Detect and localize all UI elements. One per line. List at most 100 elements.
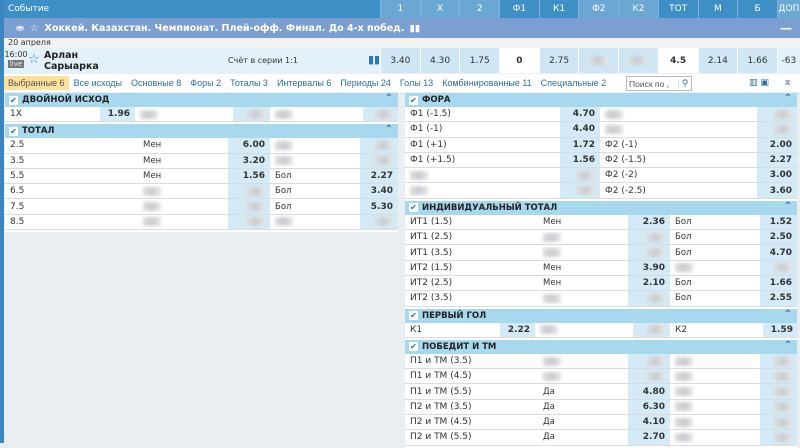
section-header[interactable]: ✔ ПОБЕДИТ И ТМ ⌃ bbox=[405, 339, 797, 354]
odd-button[interactable]: 1.56 bbox=[228, 168, 270, 184]
odd-button[interactable]: 2.27 bbox=[757, 152, 797, 168]
blurred-cell[interactable] bbox=[628, 291, 670, 306]
odd-button[interactable]: 1.75 bbox=[459, 48, 500, 73]
favorite-star-icon[interactable]: ☆ bbox=[29, 22, 39, 34]
odd-button[interactable]: 6.30 bbox=[628, 399, 670, 415]
odd-button[interactable]: 1.56 bbox=[560, 152, 600, 168]
chevron-up-icon[interactable]: ⌃ bbox=[783, 308, 792, 320]
blurred-cell[interactable] bbox=[628, 353, 670, 369]
layout-toggle-icons[interactable]: ▥ ▣ bbox=[749, 78, 769, 88]
blurred-cell[interactable] bbox=[228, 184, 270, 199]
odd-button[interactable]: 3.60 bbox=[757, 183, 797, 198]
tab-6[interactable]: Периоды 24 bbox=[340, 78, 391, 88]
blurred-cell[interactable] bbox=[233, 107, 270, 122]
blurred-cell[interactable] bbox=[560, 183, 600, 198]
tab-9[interactable]: Специальные 2 bbox=[540, 78, 607, 88]
chevron-up-icon[interactable]: ⌃ bbox=[384, 93, 393, 104]
tab-8[interactable]: Комбинированные 11 bbox=[442, 78, 532, 88]
blurred-cell[interactable] bbox=[760, 369, 797, 384]
blurred-cell[interactable] bbox=[628, 369, 670, 384]
odd-button[interactable]: 2.55 bbox=[760, 291, 797, 306]
search-box[interactable]: Поиск по , ⚲ bbox=[626, 76, 692, 91]
odd-button[interactable]: 4.80 bbox=[628, 384, 670, 399]
blurred-cell[interactable] bbox=[633, 322, 670, 337]
blurred-cell[interactable] bbox=[760, 415, 797, 430]
section-header[interactable]: ✔ ИНДИВИДУАЛЬНЫЙ ТОТАЛ ⌃ bbox=[405, 200, 797, 215]
odd-button[interactable]: 3.90 bbox=[628, 260, 670, 275]
chevron-up-icon[interactable]: ⌃ bbox=[783, 93, 792, 104]
blurred-cell[interactable] bbox=[628, 230, 670, 245]
checkbox-icon[interactable]: ✔ bbox=[9, 95, 18, 105]
odd-button[interactable]: 1.59 bbox=[763, 322, 798, 337]
odd-button[interactable]: 4.40 bbox=[560, 122, 600, 137]
odd-button[interactable]: 2.75 bbox=[538, 48, 579, 73]
odd-button[interactable]: 2.14 bbox=[697, 48, 738, 73]
odd-button[interactable]: 3.20 bbox=[228, 153, 270, 168]
blurred-odd[interactable] bbox=[618, 48, 658, 73]
odd-button[interactable]: 5.30 bbox=[360, 199, 398, 214]
blurred-cell[interactable] bbox=[760, 430, 797, 445]
blurred-cell[interactable] bbox=[363, 107, 398, 122]
search-input[interactable]: Поиск по , bbox=[629, 78, 669, 89]
collapse-all-icon[interactable]: ⌅ bbox=[783, 75, 793, 88]
blurred-cell[interactable] bbox=[360, 138, 398, 153]
odd-button[interactable]: 4.30 bbox=[419, 48, 460, 73]
odd-button[interactable]: 2.50 bbox=[760, 230, 797, 245]
stats-icon[interactable]: ▮▮ bbox=[368, 53, 381, 66]
odd-button[interactable]: 4.70 bbox=[560, 107, 600, 122]
odd-button[interactable]: -63 bbox=[776, 48, 800, 73]
chevron-up-icon[interactable]: ⌃ bbox=[384, 124, 393, 136]
favorite-star-icon[interactable]: ☆ bbox=[28, 52, 40, 67]
blurred-cell[interactable] bbox=[760, 384, 797, 399]
blurred-cell[interactable] bbox=[560, 168, 600, 183]
team-1[interactable]: Арлан bbox=[44, 50, 79, 61]
tab-3[interactable]: Форы 2 bbox=[190, 78, 222, 88]
blurred-cell[interactable] bbox=[628, 245, 670, 260]
checkbox-icon[interactable]: ✔ bbox=[409, 311, 418, 321]
section-header[interactable]: ✔ ТОТАЛ ⌃ bbox=[5, 124, 398, 139]
section-header[interactable]: ✔ ФОРА ⌃ bbox=[405, 93, 797, 107]
section-header[interactable]: ✔ ДВОЙНОЙ ИСХОД ⌃ bbox=[5, 93, 398, 107]
odd-button[interactable]: 2.70 bbox=[628, 430, 670, 445]
blurred-cell[interactable] bbox=[760, 353, 797, 369]
odd-button[interactable]: 0 bbox=[499, 48, 539, 73]
chevron-up-icon[interactable]: ⌃ bbox=[783, 339, 792, 351]
stats-icon[interactable]: ▮▮ bbox=[409, 22, 420, 34]
team-2[interactable]: Сарыарка bbox=[44, 61, 99, 72]
tab-0[interactable]: Выбранные 6 bbox=[4, 76, 69, 90]
blurred-cell[interactable] bbox=[757, 122, 797, 137]
blurred-cell[interactable] bbox=[360, 153, 398, 168]
odd-button[interactable]: 3.40 bbox=[380, 48, 420, 73]
odd-button[interactable]: 3.40 bbox=[360, 184, 398, 199]
odd-button[interactable]: 4.10 bbox=[628, 415, 670, 430]
odd-button[interactable]: 1.72 bbox=[560, 137, 600, 152]
search-icon[interactable]: ⚲ bbox=[678, 78, 691, 89]
tab-4[interactable]: Тоталы 3 bbox=[230, 78, 268, 88]
checkbox-icon[interactable]: ✔ bbox=[409, 342, 418, 352]
tab-5[interactable]: Интервалы 6 bbox=[276, 78, 332, 88]
odd-button[interactable]: 3.00 bbox=[757, 168, 797, 183]
tab-2[interactable]: Основные 8 bbox=[131, 78, 182, 88]
odd-button[interactable]: 1.66 bbox=[760, 275, 797, 291]
blurred-cell[interactable] bbox=[228, 214, 270, 230]
odd-button[interactable]: 1.96 bbox=[100, 107, 135, 122]
collapse-button[interactable]: — bbox=[780, 21, 792, 35]
odd-button[interactable]: 6.00 bbox=[228, 138, 270, 153]
odd-button[interactable]: 1.52 bbox=[760, 214, 797, 230]
odd-button[interactable]: 4.5 bbox=[657, 48, 698, 73]
blurred-cell[interactable] bbox=[760, 260, 797, 275]
tab-7[interactable]: Голы 13 bbox=[399, 78, 434, 88]
tab-1[interactable]: Все исходы bbox=[73, 78, 123, 88]
event-row[interactable]: 16:00 live ☆ Арлан Сарыарка Счёт в серии 1… bbox=[4, 48, 800, 73]
blurred-cell[interactable] bbox=[757, 107, 797, 122]
blurred-cell[interactable] bbox=[228, 199, 270, 214]
checkbox-icon[interactable]: ✔ bbox=[9, 126, 18, 136]
section-header[interactable]: ✔ ПЕРВЫЙ ГОЛ ⌃ bbox=[405, 308, 797, 323]
odd-button[interactable]: 2.36 bbox=[628, 214, 670, 230]
checkbox-icon[interactable]: ✔ bbox=[409, 203, 418, 213]
chevron-up-icon[interactable]: ⌃ bbox=[783, 200, 792, 212]
odd-button[interactable]: 2.00 bbox=[757, 137, 797, 152]
checkbox-icon[interactable]: ✔ bbox=[409, 95, 418, 105]
odd-button[interactable]: 1.66 bbox=[737, 48, 777, 73]
league-row[interactable]: ⛂ ☆ Хоккей. Казахстан. Чемпионат. Плей-о… bbox=[4, 18, 800, 38]
